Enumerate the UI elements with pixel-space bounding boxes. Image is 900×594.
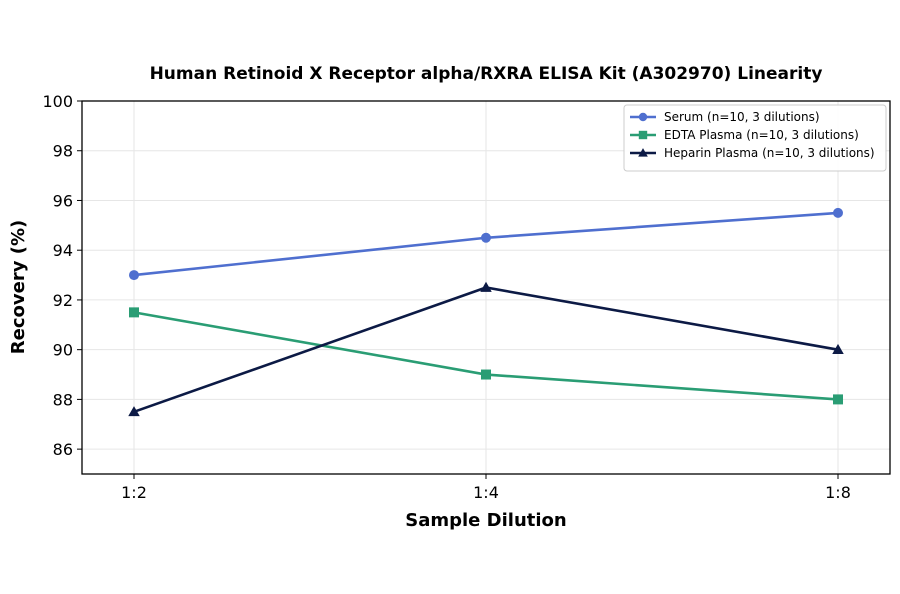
- legend-label: EDTA Plasma (n=10, 3 dilutions): [664, 128, 859, 142]
- legend-label: Serum (n=10, 3 dilutions): [664, 110, 820, 124]
- y-tick-label: 98: [53, 142, 73, 161]
- series-layer: [128, 207, 844, 417]
- x-tick-label: 1:8: [825, 483, 851, 502]
- y-tick-label: 88: [53, 390, 73, 409]
- y-tick-label: 94: [53, 241, 73, 260]
- legend-box: [623, 104, 887, 172]
- legend-item: Heparin Plasma (n=10, 3 dilutions): [630, 146, 875, 160]
- y-tick-label: 90: [53, 341, 73, 360]
- x-axis-label: Sample Dilution: [405, 510, 566, 531]
- series-3: [128, 281, 844, 417]
- chart-title: Human Retinoid X Receptor alpha/RXRA ELI…: [150, 64, 823, 84]
- data-point: [832, 343, 844, 354]
- data-point: [481, 232, 491, 243]
- legend-item: Serum (n=10, 3 dilutions): [630, 110, 820, 124]
- axis-ticks: 86 88 90 92 94 96 98 100 1:2 1:4 1:8: [42, 92, 850, 502]
- series-2: [129, 307, 843, 405]
- data-point: [128, 406, 140, 417]
- y-tick-label: 100: [42, 92, 73, 111]
- y-tick-label: 86: [53, 440, 73, 459]
- data-point: [129, 270, 139, 281]
- data-point: [481, 369, 491, 380]
- data-point: [833, 207, 843, 218]
- y-axis-label: Recovery (%): [8, 220, 29, 354]
- y-tick-label: 96: [53, 191, 73, 210]
- data-point: [638, 112, 648, 122]
- legend: Serum (n=10, 3 dilutions) EDTA Plasma (n=…: [623, 104, 887, 172]
- data-point: [638, 148, 648, 157]
- y-tick-label: 92: [53, 291, 73, 310]
- series-1: [129, 207, 843, 281]
- x-tick-label: 1:2: [121, 483, 147, 502]
- legend-item: EDTA Plasma (n=10, 3 dilutions): [630, 128, 859, 142]
- data-point: [129, 307, 139, 318]
- x-tick-label: 1:4: [473, 483, 499, 502]
- data-point: [833, 394, 843, 405]
- data-point: [638, 130, 648, 140]
- data-point: [480, 281, 492, 292]
- legend-label: Heparin Plasma (n=10, 3 dilutions): [664, 146, 875, 160]
